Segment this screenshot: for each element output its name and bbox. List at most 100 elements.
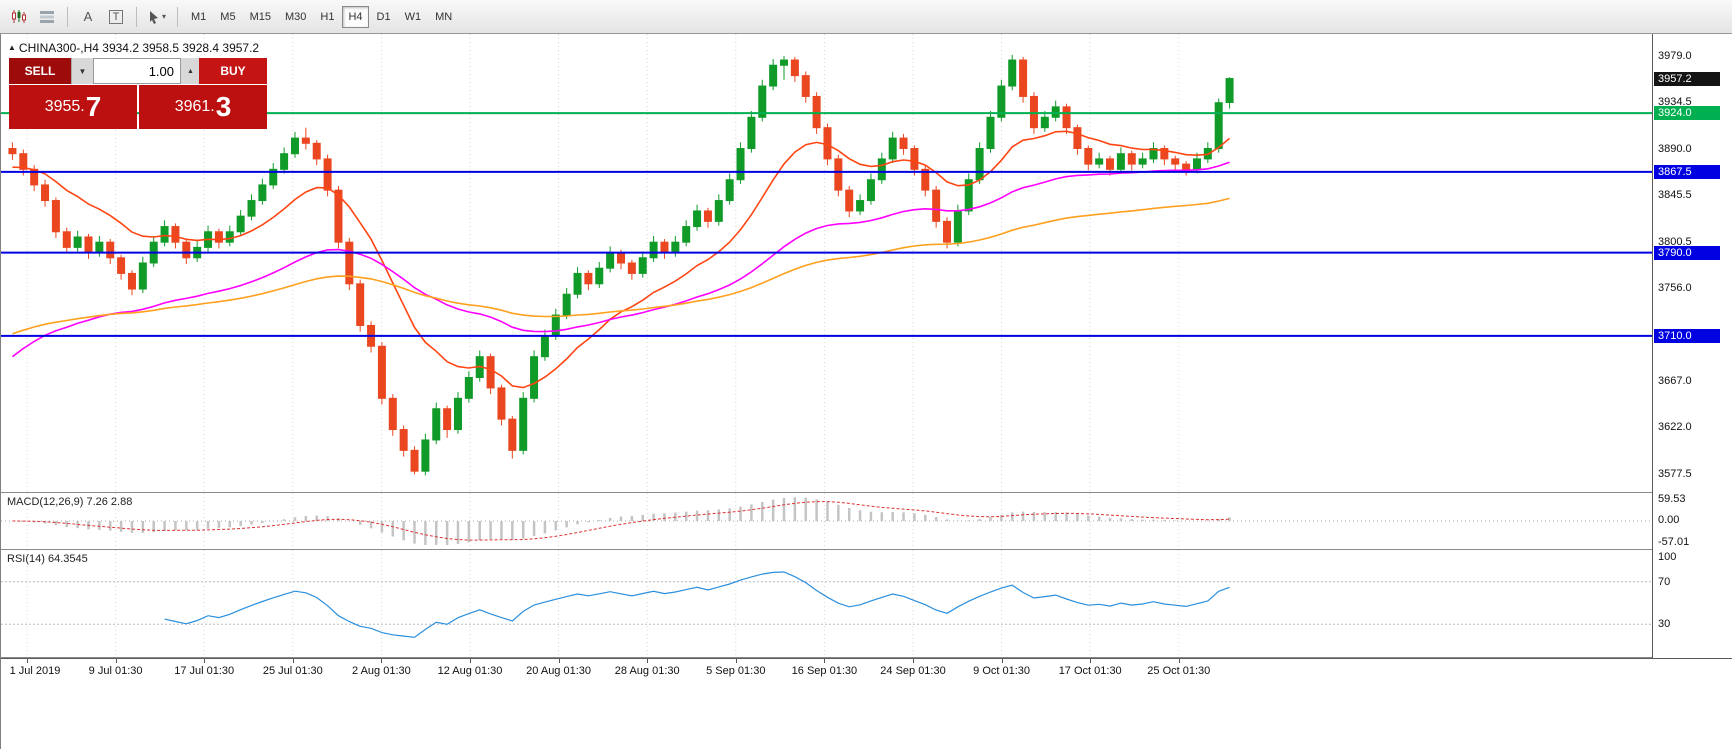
chart-window-icon[interactable]: [6, 5, 32, 29]
candles-layer: [8, 54, 1234, 476]
level-price-badge: 3867.5: [1654, 164, 1720, 179]
trade-panel-prices: 3955. 7 3961. 3: [9, 85, 267, 129]
time-tick: [1090, 659, 1092, 663]
price-chart-canvas[interactable]: [1, 34, 1653, 492]
time-tick: [824, 659, 826, 663]
time-tick: [647, 659, 649, 663]
symbol-ohlc-text: CHINA300-,H4 3934.2 3958.5 3928.4 3957.2: [18, 41, 260, 55]
bid-price[interactable]: 3955. 7: [9, 85, 137, 129]
time-axis-label: 1 Jul 2019: [9, 665, 61, 677]
time-tick: [204, 659, 206, 663]
price-big-digit: 3: [215, 91, 232, 122]
rsi-tick-label: 70: [1658, 575, 1671, 588]
time-tick: [558, 659, 560, 663]
timeframe-button-d1[interactable]: D1: [371, 6, 397, 28]
text-tool-icon[interactable]: A: [75, 5, 101, 29]
time-axis-label: 5 Sep 01:30: [706, 665, 766, 677]
price-tick-label: 3577.5: [1658, 467, 1692, 480]
time-tick: [381, 659, 383, 663]
time-axis-label: 12 Aug 01:30: [437, 665, 503, 677]
price-digits: 3961.: [174, 98, 215, 115]
price-pane: ▲ CHINA300-,H4 3934.2 3958.5 3928.4 3957.…: [1, 34, 1653, 492]
price-tick-label: 3622.0: [1658, 421, 1692, 434]
time-axis-label: 9 Oct 01:30: [973, 665, 1031, 677]
timeframe-button-m15[interactable]: M15: [244, 6, 277, 28]
textbox-tool-icon[interactable]: T: [103, 5, 129, 29]
time-tick: [115, 659, 117, 663]
toolbar-separator: [177, 6, 179, 27]
chevron-down-icon: ▾: [162, 12, 167, 21]
timeframe-button-m1[interactable]: M1: [185, 6, 212, 28]
rsi-line: [164, 571, 1230, 638]
sell-button[interactable]: SELL: [9, 58, 71, 84]
time-tick: [27, 659, 28, 663]
chart-list-icon[interactable]: [34, 5, 60, 29]
level-price-badge: 3924.0: [1654, 106, 1720, 121]
time-axis-label: 9 Jul 01:30: [88, 665, 143, 677]
time-tick: [1001, 659, 1003, 663]
timeframe-button-mn[interactable]: MN: [429, 6, 458, 28]
time-tick: [735, 659, 737, 663]
buy-button[interactable]: BUY: [199, 58, 267, 84]
macd-label: MACD(12,26,9) 7.26 2.88: [7, 496, 133, 508]
timeframe-button-h4[interactable]: H4: [342, 5, 369, 28]
rsi-label: RSI(14) 64.3545: [7, 553, 88, 565]
timeframe-button-m5[interactable]: M5: [214, 6, 241, 28]
cursor-tool-icon[interactable]: ▾: [144, 5, 170, 29]
price-scale[interactable]: 3979.03934.53890.03845.53800.53756.03711…: [1652, 34, 1732, 658]
symbol-ohlc-line: ▲ CHINA300-,H4 3934.2 3958.5 3928.4 3957.…: [8, 41, 259, 55]
price-tick-label: 3979.0: [1658, 49, 1692, 62]
macd-tick-label: 59.53: [1658, 493, 1686, 505]
timeframe-button-m30[interactable]: M30: [279, 6, 312, 28]
level-price-badge: 3710.0: [1654, 328, 1720, 343]
macd-canvas[interactable]: [1, 493, 1653, 549]
macd-tick-label: -57.01: [1658, 536, 1690, 548]
timeframe-button-w1[interactable]: W1: [399, 6, 428, 28]
rsi-canvas[interactable]: [1, 550, 1653, 656]
time-axis-label: 16 Sep 01:30: [791, 665, 858, 677]
rsi-tick-label: 100: [1658, 551, 1677, 563]
price-tick-label: 3667.0: [1658, 374, 1692, 387]
time-tick: [292, 659, 294, 663]
price-tick-label: 3845.5: [1658, 188, 1692, 201]
time-axis-label: 28 Aug 01:30: [614, 665, 680, 677]
time-tick: [913, 659, 914, 663]
macd-pane: MACD(12,26,9) 7.26 2.88: [1, 492, 1653, 550]
price-tick-label: 3756.0: [1658, 281, 1692, 294]
symbol-marker-icon: ▲: [8, 43, 16, 52]
macd-histogram: [22, 497, 1231, 546]
time-axis-label: 17 Oct 01:30: [1058, 665, 1122, 677]
toolbar: A T ▾ M1 M5 M15 M30 H1 H4 D1 W1 MN: [0, 0, 1732, 34]
time-axis-label: 2 Aug 01:30: [352, 665, 411, 677]
volume-dropdown-button[interactable]: ▼: [71, 58, 93, 84]
toolbar-separator: [67, 6, 68, 27]
rsi-pane: RSI(14) 64.3545: [1, 550, 1653, 658]
level-price-badge: 3790.0: [1654, 245, 1720, 260]
time-axis-label: 24 Sep 01:30: [880, 665, 946, 677]
price-digits: 3955.: [44, 98, 85, 115]
time-axis-label: 25 Oct 01:30: [1147, 665, 1211, 677]
rsi-tick-label: 30: [1658, 618, 1671, 631]
price-tick-label: 3890.0: [1658, 142, 1692, 155]
horizontal-levels-layer[interactable]: [1, 112, 1653, 337]
time-tick: [1178, 659, 1180, 663]
one-click-trading-panel: SELL ▼ ▲ BUY 3955.7 3961.3: [9, 58, 267, 129]
chart-area: ▲ CHINA300-,H4 3934.2 3958.5 3928.4 3957.…: [0, 34, 1732, 749]
time-axis-label: 20 Aug 01:30: [526, 665, 592, 677]
moving-averages-layer: [11, 130, 1231, 389]
time-axis-label: 25 Jul 01:30: [262, 665, 323, 677]
price-tick-label: 3800.5: [1658, 235, 1692, 248]
macd-signal-line: [12, 501, 1230, 541]
trade-panel-controls: SELL ▼ ▲ BUY: [9, 58, 267, 84]
last-price-badge: 3957.2: [1654, 71, 1720, 86]
timeframe-button-h1[interactable]: H1: [314, 6, 340, 28]
time-axis[interactable]: 1 Jul 2019 9 Jul 01:30 17 Jul 01:30 25 Jul …: [1, 658, 1732, 684]
time-tick: [470, 659, 471, 663]
ask-price[interactable]: 3961. 3: [139, 85, 267, 129]
time-axis-label: 17 Jul 01:30: [174, 665, 235, 677]
volume-spin-button[interactable]: ▲: [181, 58, 199, 84]
volume-input[interactable]: [93, 58, 181, 84]
macd-tick-label: 0.00: [1658, 514, 1680, 526]
price-big-digit: 7: [85, 91, 102, 122]
